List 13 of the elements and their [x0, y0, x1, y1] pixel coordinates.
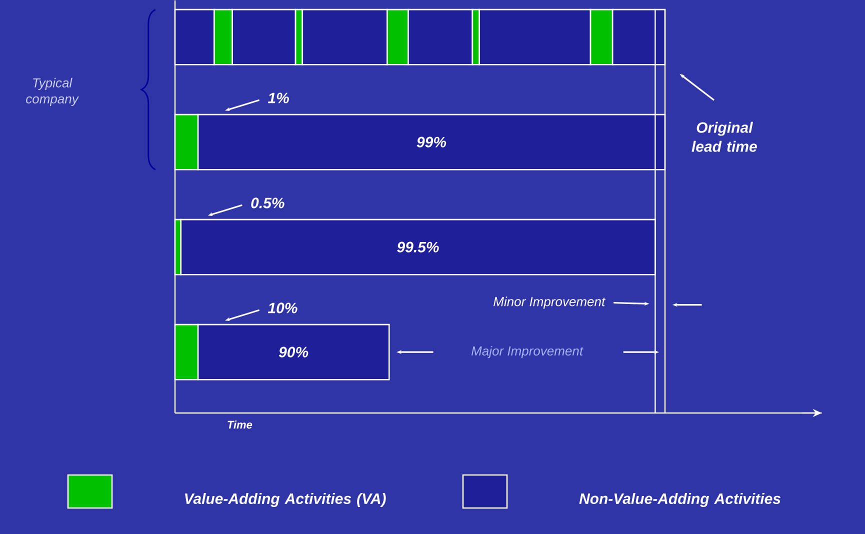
annotation: 0.5%: [251, 198, 284, 208]
annotation: 10%: [268, 302, 298, 314]
text: Non-Value-Adding Activities: [579, 493, 780, 507]
ref-line-label: Original lead time: [692, 122, 757, 152]
annotation: 90%: [278, 346, 308, 358]
annotation: 99.5%: [397, 242, 439, 252]
text: Typical company: [26, 78, 80, 106]
ref-line-label: Minor Improvement: [494, 296, 606, 309]
annotation: Major Improvement: [471, 346, 584, 358]
annotation: 99%: [416, 136, 446, 148]
annotation: 1%: [268, 92, 289, 104]
x-axis-title: Time: [228, 420, 252, 429]
text: Value-Adding Activities (VA): [185, 493, 386, 507]
